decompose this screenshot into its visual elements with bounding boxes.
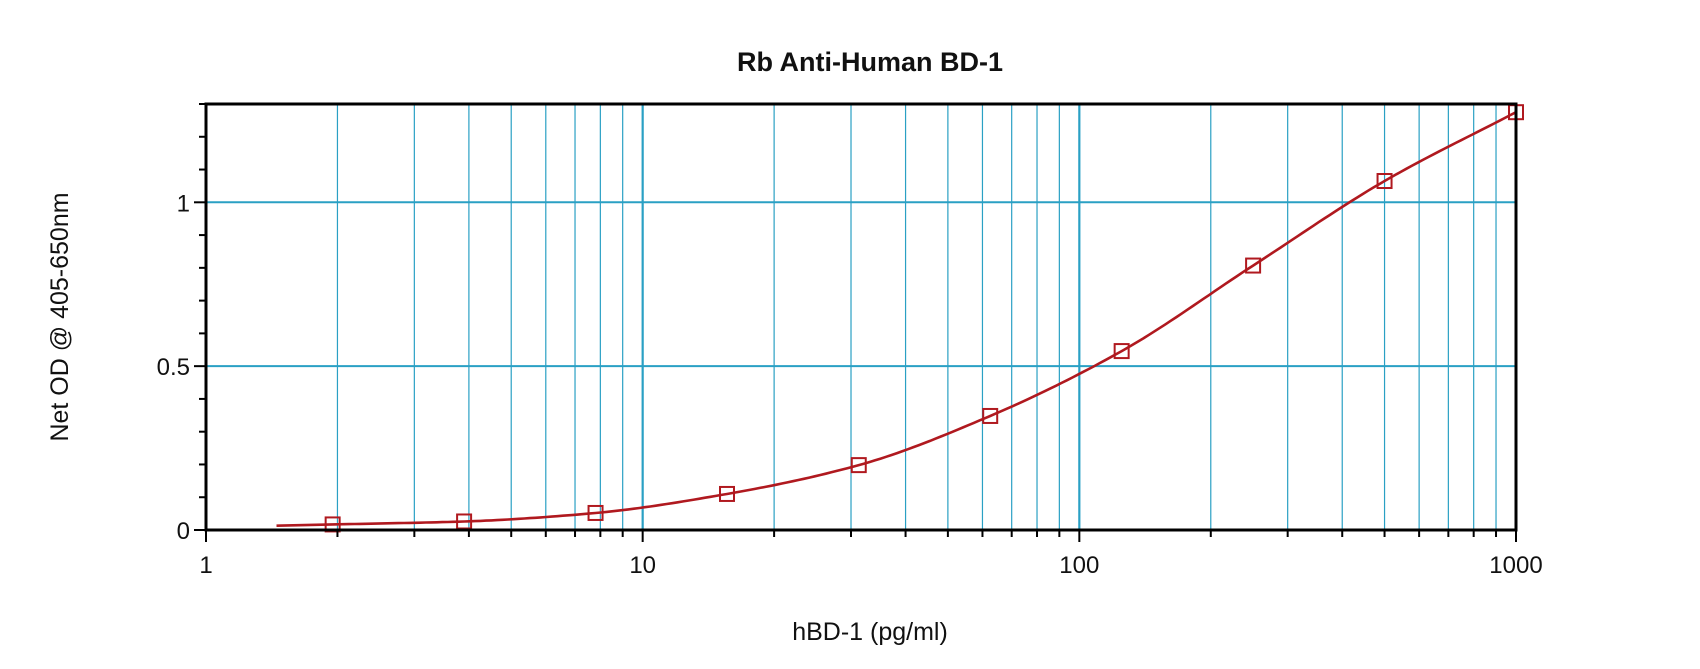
- x-axis-label: hBD-1 (pg/ml): [792, 618, 948, 646]
- x-tick-label: 1: [199, 552, 212, 579]
- x-tick-label: 10: [629, 552, 656, 579]
- fit-curve: [276, 111, 1517, 527]
- y-tick-labels: 00.51: [157, 190, 190, 545]
- data-point: [982, 407, 999, 424]
- y-tick-label: 0: [177, 518, 190, 545]
- data-point: [1113, 343, 1130, 360]
- data-point: [718, 485, 735, 502]
- data-point: [1245, 257, 1262, 274]
- data-point: [456, 513, 473, 530]
- fit-curve-layer: [276, 111, 1517, 527]
- chart-title: Rb Anti-Human BD-1: [737, 47, 1003, 77]
- x-tick-labels: 1 10 100 1000: [199, 552, 1542, 579]
- y-tick-label: 1: [177, 190, 190, 217]
- data-points: [324, 104, 1524, 533]
- y-axis-label: Net OD @ 405-650nm: [46, 192, 74, 441]
- plot-frame: [204, 102, 1518, 532]
- axis-ticks: [194, 103, 1517, 542]
- data-point: [1376, 173, 1393, 190]
- y-tick-label: 0.5: [157, 354, 190, 381]
- grid: [206, 104, 1516, 530]
- x-tick-label: 100: [1059, 552, 1099, 579]
- data-point: [587, 504, 604, 521]
- x-tick-label: 1000: [1489, 552, 1542, 579]
- data-point: [850, 457, 867, 474]
